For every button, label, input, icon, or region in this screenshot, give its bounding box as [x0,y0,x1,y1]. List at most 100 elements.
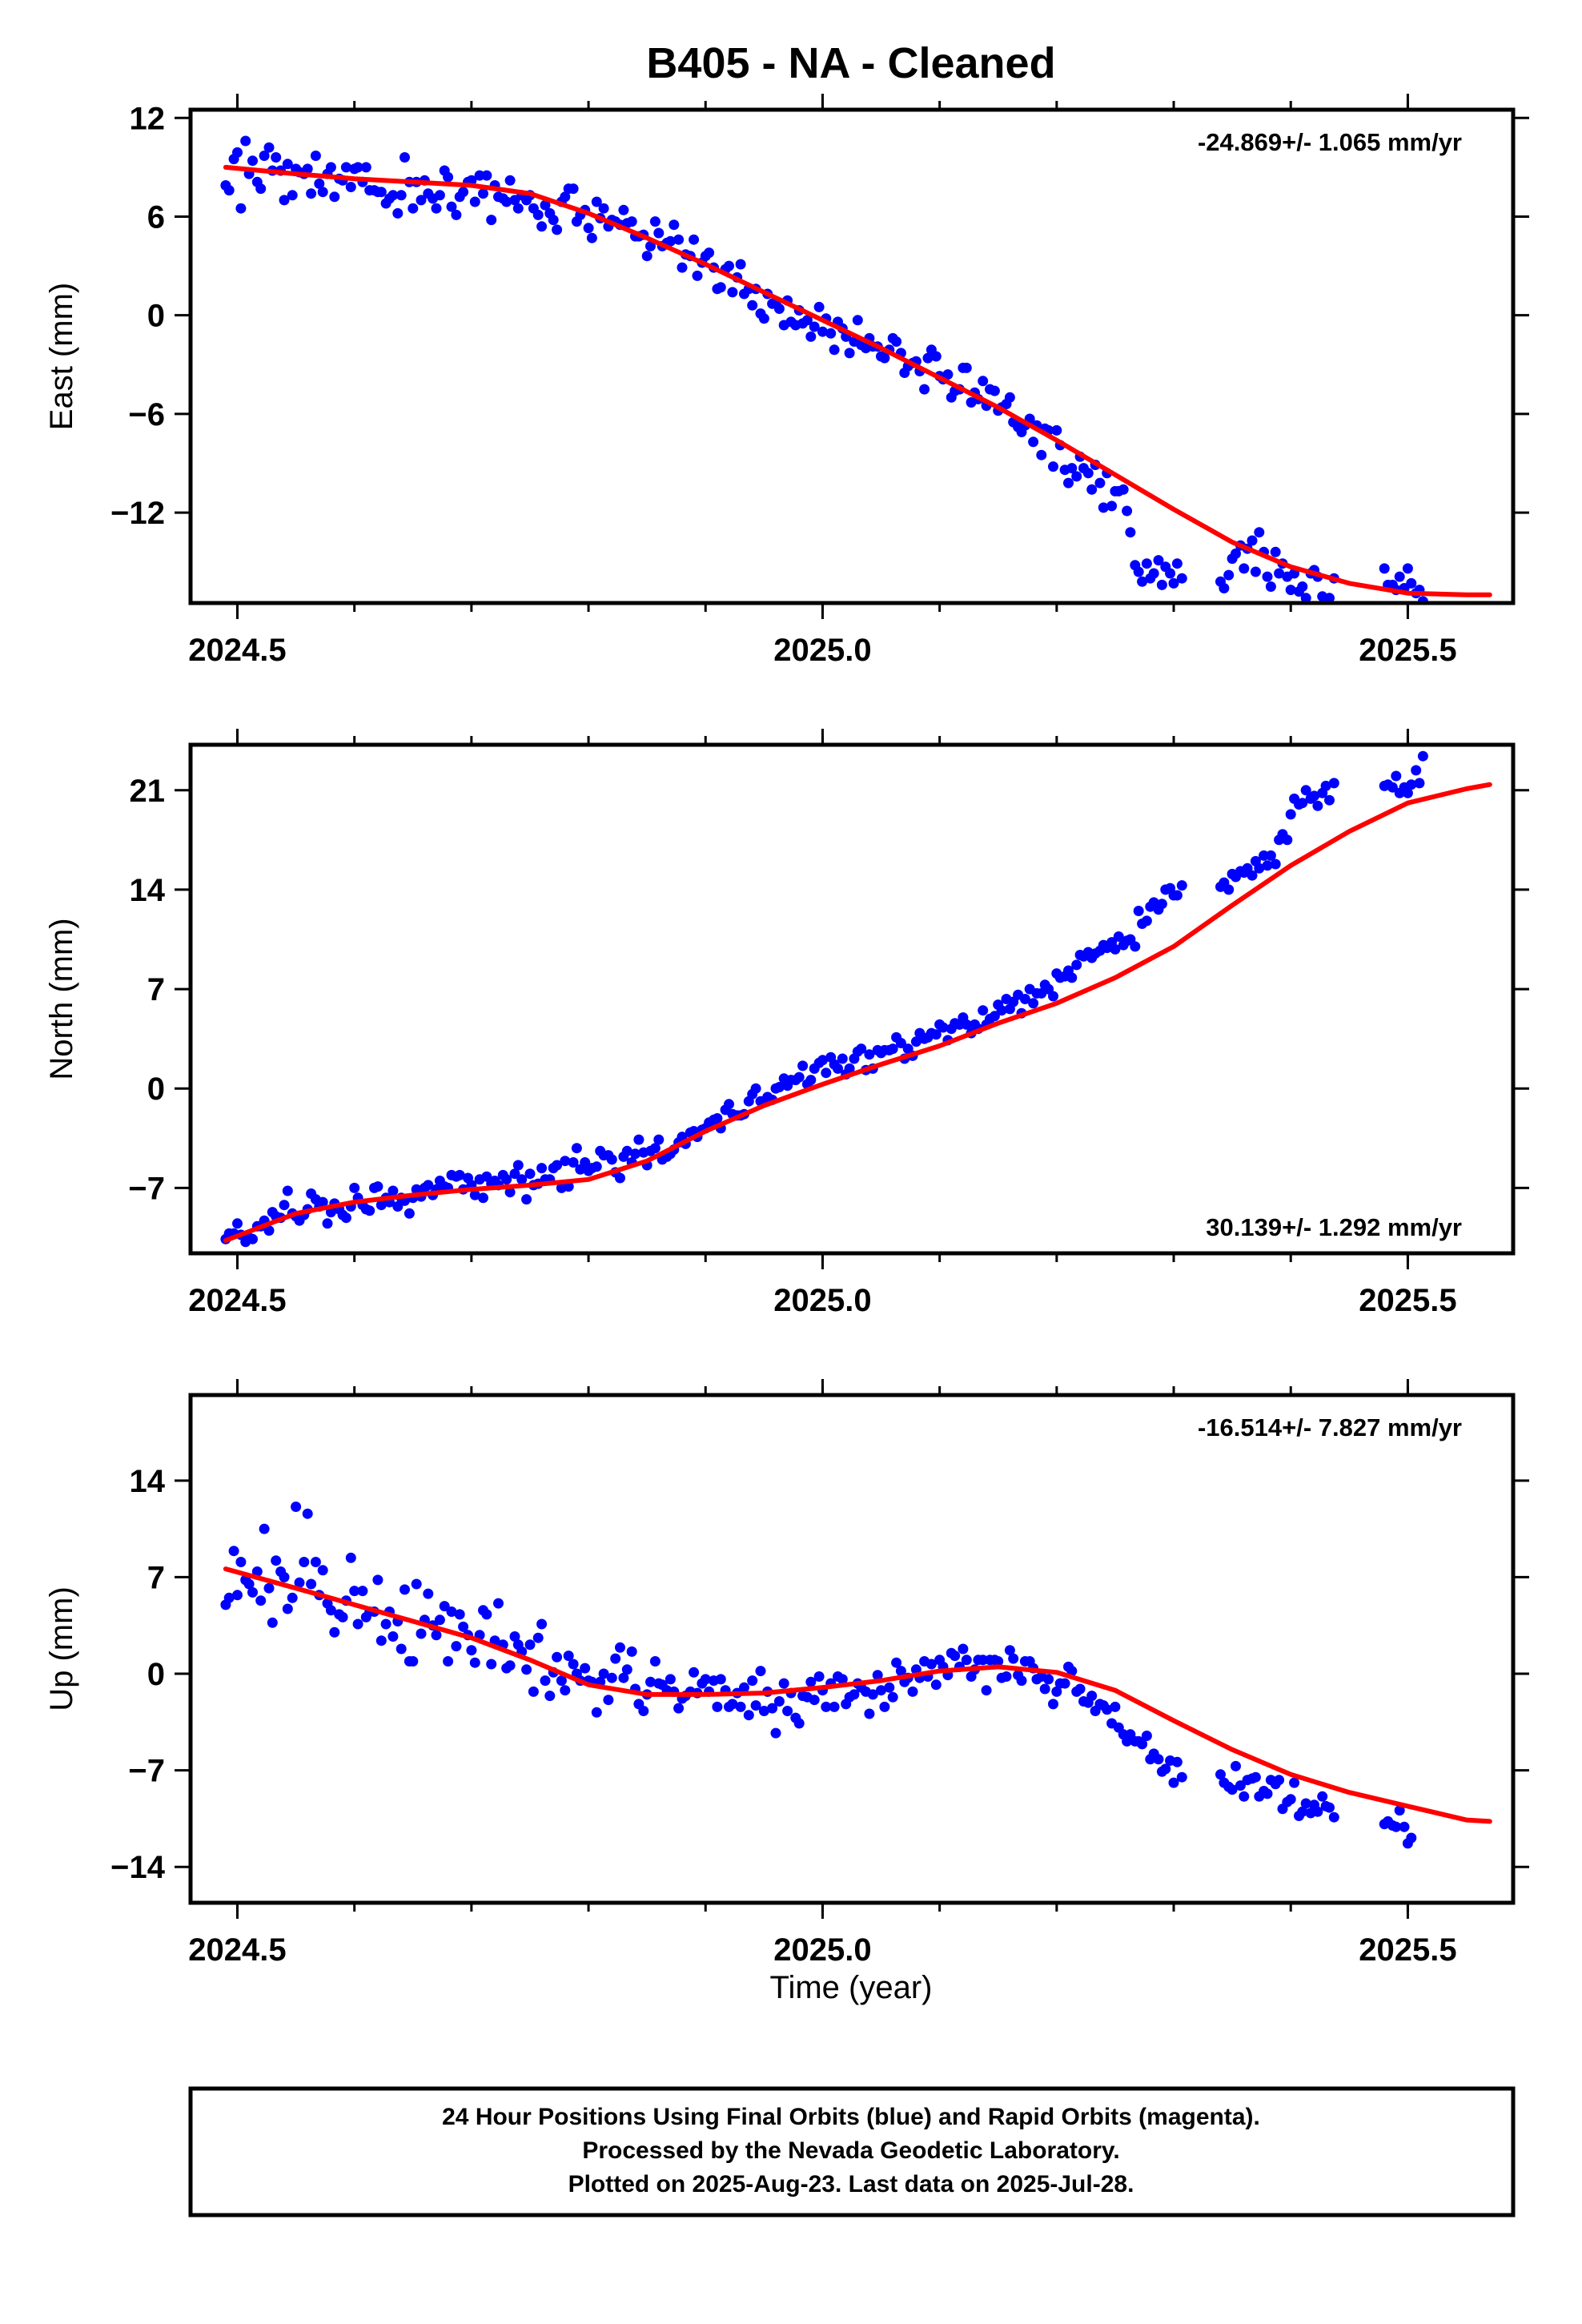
east-data-point [1028,436,1039,448]
east-data-point [1168,577,1179,589]
up-data-point [1250,1771,1261,1783]
north-data-point [1309,790,1319,802]
up-data-point [282,1603,293,1614]
up-data-point [1102,1704,1113,1715]
up-data-point [1231,1760,1241,1771]
north-data-point [580,1157,591,1168]
up-data-point [867,1689,878,1700]
east-y-tick-label: −12 [110,496,165,531]
north-data-point [1113,931,1124,942]
north-data-point [501,1174,512,1185]
north-data-point [1387,782,1398,793]
north-data-point [552,1160,563,1171]
east-data-point [649,216,661,227]
up-panel: 2024.5 2025.0 2025.5 14 7 0 −7 −14 Up (mm) -16.51… [44,1379,1529,1968]
north-data-point [279,1200,290,1211]
north-data-point [837,1053,848,1064]
east-data-point [598,203,609,214]
up-data-point [544,1691,556,1702]
up-y-tick-label: 7 [147,1560,165,1595]
up-data-point [895,1666,906,1677]
east-data-point [618,204,629,215]
footer-frame [188,2086,1516,2217]
east-data-point [387,190,399,201]
up-data-point [805,1676,817,1687]
north-data-point [512,1160,524,1171]
up-data-point [1171,1756,1182,1767]
up-data-point [615,1642,625,1653]
up-data-point [396,1643,407,1655]
east-data-point [540,199,551,211]
east-data-point [1125,527,1136,538]
up-data-point [689,1667,700,1678]
east-data-point [805,331,817,342]
north-data-point [1141,915,1152,927]
up-data-point [400,1584,410,1595]
east-data-point [504,175,516,186]
north-data-point [750,1083,761,1094]
east-fit-line [223,164,1492,597]
north-data-point [1071,959,1082,971]
up-data-point [1086,1691,1098,1702]
north-data-point [282,1185,293,1196]
up-data-point [423,1588,434,1599]
up-data-point [1004,1645,1015,1656]
east-data-point [922,352,934,364]
up-data-point [446,1606,457,1617]
north-data-point [653,1134,665,1145]
east-data-point [431,203,442,214]
north-y-tick-label: −7 [128,1171,165,1206]
east-data-point [1133,566,1144,577]
north-data-point [621,1145,632,1156]
east-data-point [1066,463,1078,474]
east-data-point [548,215,559,226]
east-data-point [360,162,371,173]
east-data-point [942,369,954,380]
east-data-point [314,178,325,189]
up-data-point [591,1707,602,1718]
east-data-point [704,247,715,259]
up-data-point [1317,1791,1328,1802]
north-data-point [615,1172,625,1184]
east-data-point [235,203,247,214]
up-data-point [486,1659,497,1670]
north-data-point [864,1049,875,1060]
north-x-axis: 2024.5 2025.0 2025.5 [188,729,1457,1318]
north-data-point [372,1181,383,1192]
east-data-point [653,227,665,239]
north-data-point [1270,858,1281,870]
north-data-point [1414,778,1425,789]
east-data-point [271,152,282,163]
up-data-point [387,1631,399,1642]
up-data-point [345,1552,356,1563]
up-data-point [872,1670,883,1681]
up-data-point [610,1653,621,1664]
footer-box: 24 Hour Positions Using Final Orbits (bl… [188,2086,1516,2217]
up-data-point [504,1660,516,1671]
east-data-point [1406,577,1417,589]
east-data-point [434,190,445,201]
up-data-point [1215,1769,1226,1780]
up-data-point [287,1592,298,1603]
up-data-point [232,1590,243,1601]
east-data-point [1036,449,1047,460]
north-data-point [560,1156,571,1167]
up-data-point [1176,1771,1187,1783]
east-data-point [392,207,404,219]
up-y-tick-label: 0 [147,1657,165,1692]
east-data-point [626,216,637,227]
east-data-point [532,209,544,220]
east-data-point [263,142,275,153]
panels: 2024.5 2025.0 2025.5 12 6 0 −6 −12 East (mm) -24.… [44,94,1529,1968]
up-data-point [735,1701,746,1712]
up-x-axis: 2024.5 2025.0 2025.5 [188,1379,1457,1968]
up-data-point [528,1686,539,1697]
north-y-tick-label: 0 [147,1072,165,1107]
east-data-point [758,313,769,324]
up-data-point [1059,1678,1070,1689]
up-data-point [247,1586,258,1598]
east-data-point [1137,576,1148,587]
up-data-point [299,1557,310,1567]
east-data-point [1004,392,1015,403]
